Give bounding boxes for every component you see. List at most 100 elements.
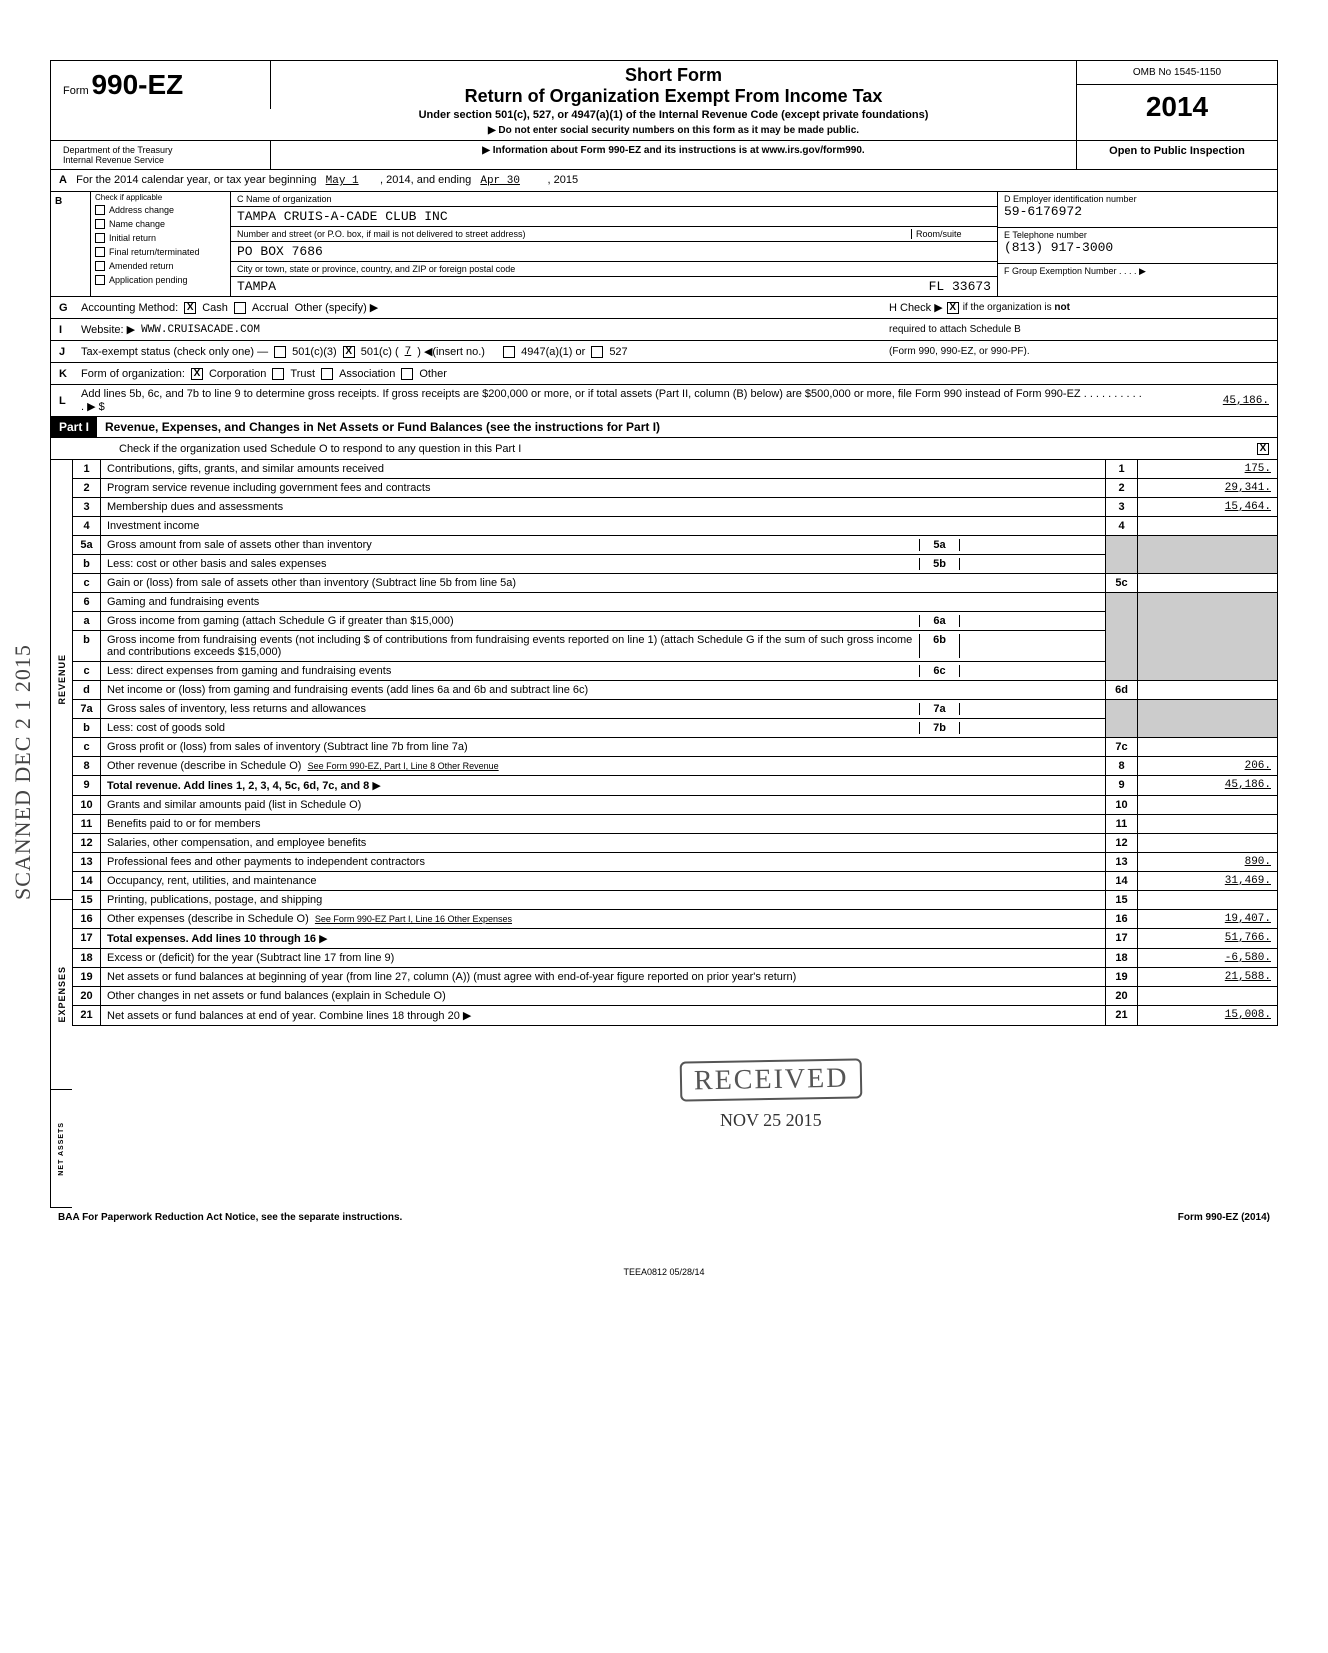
501c-num: 7	[405, 346, 412, 358]
assoc-label: Association	[339, 368, 395, 380]
n10: 10	[73, 796, 101, 815]
v14: 31,469.	[1138, 872, 1278, 891]
short-form-title: Short Form	[279, 65, 1068, 86]
chk-amended[interactable]	[95, 261, 105, 271]
form-prefix: Form	[63, 85, 89, 97]
n4: 4	[73, 517, 101, 536]
v2: 29,341.	[1138, 479, 1278, 498]
k-label: K	[59, 368, 75, 380]
v9: 45,186.	[1138, 776, 1278, 796]
subtitle: Under section 501(c), 527, or 4947(a)(1)…	[279, 109, 1068, 121]
n5a: 5a	[73, 536, 101, 555]
note8: See Form 990-EZ, Part I, Line 8 Other Re…	[308, 761, 499, 771]
d14: Occupancy, rent, utilities, and maintena…	[107, 875, 317, 887]
d9: Total revenue. Add lines 1, 2, 3, 4, 5c,…	[107, 780, 369, 792]
chk-trust[interactable]	[272, 368, 284, 380]
rn11: 11	[1106, 815, 1138, 834]
h-text1: H Check ▶	[889, 301, 943, 314]
v15	[1138, 891, 1278, 910]
scanned-stamp: SCANNED DEC 2 1 2015	[10, 644, 36, 900]
d5c: Gain or (loss) from sale of assets other…	[107, 577, 516, 589]
chk-501c3[interactable]	[274, 346, 286, 358]
chk-corp[interactable]: X	[191, 368, 203, 380]
info-note: ▶ Information about Form 990-EZ and its …	[271, 141, 1077, 169]
501c3-label: 501(c)(3)	[292, 346, 337, 358]
d6b: Gross income from fundraising events (no…	[107, 634, 919, 658]
rn16: 16	[1106, 910, 1138, 929]
footer-code: TEEA0812 05/28/14	[50, 1227, 1278, 1317]
n11: 11	[73, 815, 101, 834]
m5b: 5b	[919, 558, 959, 570]
n6d: d	[73, 681, 101, 700]
header-row: Form 990-EZ Short Form Return of Organiz…	[50, 60, 1278, 141]
v19: 21,588.	[1138, 968, 1278, 987]
d12: Salaries, other compensation, and employ…	[107, 837, 366, 849]
chk-address[interactable]	[95, 205, 105, 215]
m7a: 7a	[919, 703, 959, 715]
form-page: Form 990-EZ Short Form Return of Organiz…	[0, 0, 1328, 1377]
chk-pending[interactable]	[95, 275, 105, 285]
rn10: 10	[1106, 796, 1138, 815]
chk-4947[interactable]	[503, 346, 515, 358]
chk-cash[interactable]: X	[184, 302, 196, 314]
checks-column: Check if applicable Address change Name …	[91, 192, 231, 296]
received-date-stamp: NOV 25 2015	[720, 1110, 822, 1131]
rn19: 19	[1106, 968, 1138, 987]
line-g-row: G Accounting Method: XCash Accrual Other…	[50, 297, 1278, 319]
chk-other-org[interactable]	[401, 368, 413, 380]
e-label: E Telephone number	[1004, 230, 1271, 240]
ein: 59-6176972	[1004, 204, 1271, 219]
chk-accrual[interactable]	[234, 302, 246, 314]
org-name: TAMPA CRUIS-A-CADE CLUB INC	[231, 207, 997, 227]
d7a: Gross sales of inventory, less returns a…	[107, 703, 919, 715]
c-label: C Name of organization	[231, 192, 997, 207]
omb-cell: OMB No 1545-1150 2014	[1077, 61, 1277, 129]
part1-header-row: Part I Revenue, Expenses, and Changes in…	[50, 417, 1278, 438]
n2: 2	[73, 479, 101, 498]
note16: See Form 990-EZ Part I, Line 16 Other Ex…	[315, 914, 512, 924]
n12: 12	[73, 834, 101, 853]
line-a-prefix: For the 2014 calendar year, or tax year …	[76, 174, 316, 186]
received-stamp: RECEIVED	[680, 1058, 863, 1101]
v13: 890.	[1138, 853, 1278, 872]
d-label: D Employer identification number	[1004, 194, 1271, 204]
chk-amended-label: Amended return	[109, 261, 174, 271]
d10: Grants and similar amounts paid (list in…	[107, 799, 361, 811]
g-label: G	[59, 302, 75, 314]
chk-assoc[interactable]	[321, 368, 333, 380]
chk-final[interactable]	[95, 247, 105, 257]
n7c: c	[73, 738, 101, 757]
note-ssn: ▶ Do not enter social security numbers o…	[279, 125, 1068, 136]
name-column: C Name of organization TAMPA CRUIS-A-CAD…	[231, 192, 997, 296]
v3: 15,464.	[1138, 498, 1278, 517]
n13: 13	[73, 853, 101, 872]
chk-501c[interactable]: X	[343, 346, 355, 358]
other-label: Other (specify) ▶	[295, 301, 379, 314]
chk-name[interactable]	[95, 219, 105, 229]
n8: 8	[73, 757, 101, 776]
chk-initial[interactable]	[95, 233, 105, 243]
assets-side-label: NET ASSETS	[58, 1122, 65, 1176]
form-number-cell: Form 990-EZ	[51, 61, 271, 109]
chk-h[interactable]: X	[947, 302, 959, 314]
phone: (813) 917-3000	[1004, 240, 1271, 255]
v18: -6,580.	[1138, 949, 1278, 968]
line-a-mid: , 2014, and ending	[380, 174, 471, 186]
l-text: Add lines 5b, 6c, and 7b to line 9 to de…	[81, 388, 1143, 413]
d20: Other changes in net assets or fund bala…	[107, 990, 446, 1002]
rn3: 3	[1106, 498, 1138, 517]
dept-irs: Internal Revenue Service	[63, 155, 258, 165]
m6b: 6b	[919, 634, 959, 658]
baa-row: BAA For Paperwork Reduction Act Notice, …	[50, 1208, 1278, 1227]
n15: 15	[73, 891, 101, 910]
l-value: 45,186.	[1149, 395, 1269, 407]
chk-527[interactable]	[591, 346, 603, 358]
i-text: Website: ▶	[81, 323, 135, 336]
checks-header: Check if applicable	[91, 192, 230, 203]
501c-label: 501(c) (	[361, 346, 399, 358]
m6a: 6a	[919, 615, 959, 627]
m6c: 6c	[919, 665, 959, 677]
chk-schedule-o[interactable]: X	[1257, 443, 1269, 455]
rn5c: 5c	[1106, 574, 1138, 593]
chk-name-label: Name change	[109, 219, 165, 229]
